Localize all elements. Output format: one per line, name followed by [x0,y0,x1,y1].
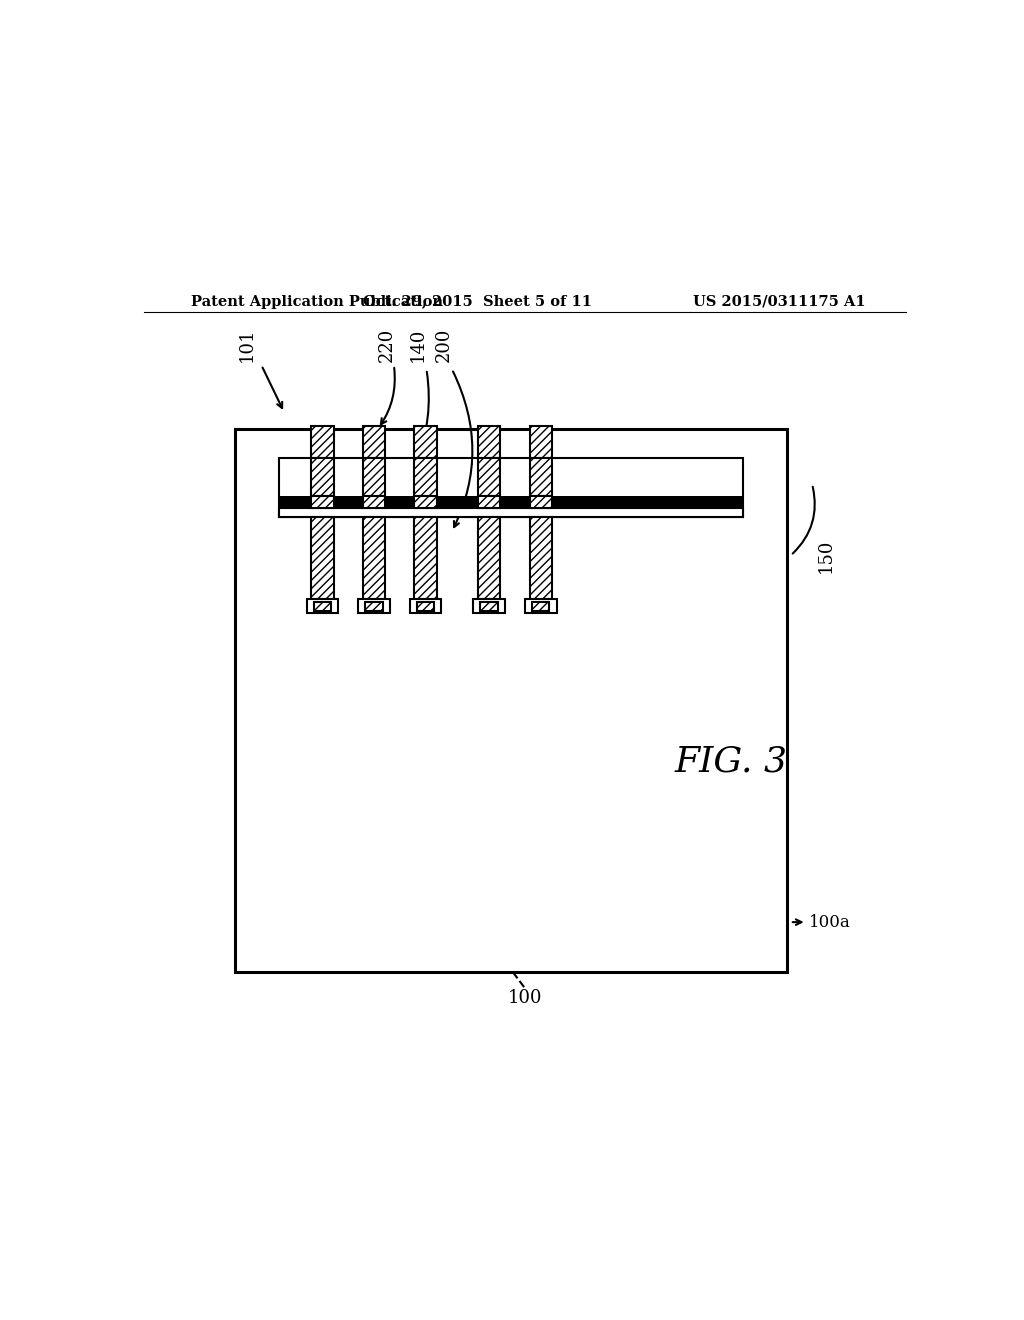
Bar [415,426,436,458]
Bar [279,508,743,517]
Text: Oct. 29, 2015  Sheet 5 of 11: Oct. 29, 2015 Sheet 5 of 11 [362,294,592,309]
Text: FIG. 3: FIG. 3 [675,744,787,779]
Bar [478,458,500,496]
Bar [279,496,743,508]
Bar [415,496,436,508]
Text: 100: 100 [508,989,542,1007]
Bar [313,602,331,611]
Bar [478,496,500,508]
Text: 200: 200 [435,327,453,363]
Text: US 2015/0311175 A1: US 2015/0311175 A1 [693,294,866,309]
Bar [311,458,334,496]
Bar [311,517,334,599]
Bar [306,599,338,614]
Text: 101: 101 [238,327,256,363]
Bar [529,496,552,508]
Bar [524,599,557,614]
Bar [531,602,550,611]
Bar [417,602,434,611]
Bar [473,599,505,614]
Bar [311,496,334,508]
Bar [478,426,500,458]
Bar [410,599,441,614]
Bar [480,602,498,611]
Bar [362,426,385,458]
Bar [362,496,385,508]
Text: 100a: 100a [809,913,851,931]
Text: Patent Application Publication: Patent Application Publication [191,294,443,309]
Bar [478,517,500,599]
Bar [529,426,552,458]
Bar [529,458,552,496]
Bar [362,458,385,496]
Bar [529,517,552,599]
Bar [311,426,334,458]
Bar [415,517,436,599]
Bar [236,429,786,972]
Text: 140: 140 [409,327,427,363]
Bar [279,458,743,517]
Bar [366,602,383,611]
Bar [362,517,385,599]
Bar [358,599,390,614]
Bar [415,458,436,496]
Text: 150: 150 [817,539,835,573]
Text: 220: 220 [378,329,395,362]
